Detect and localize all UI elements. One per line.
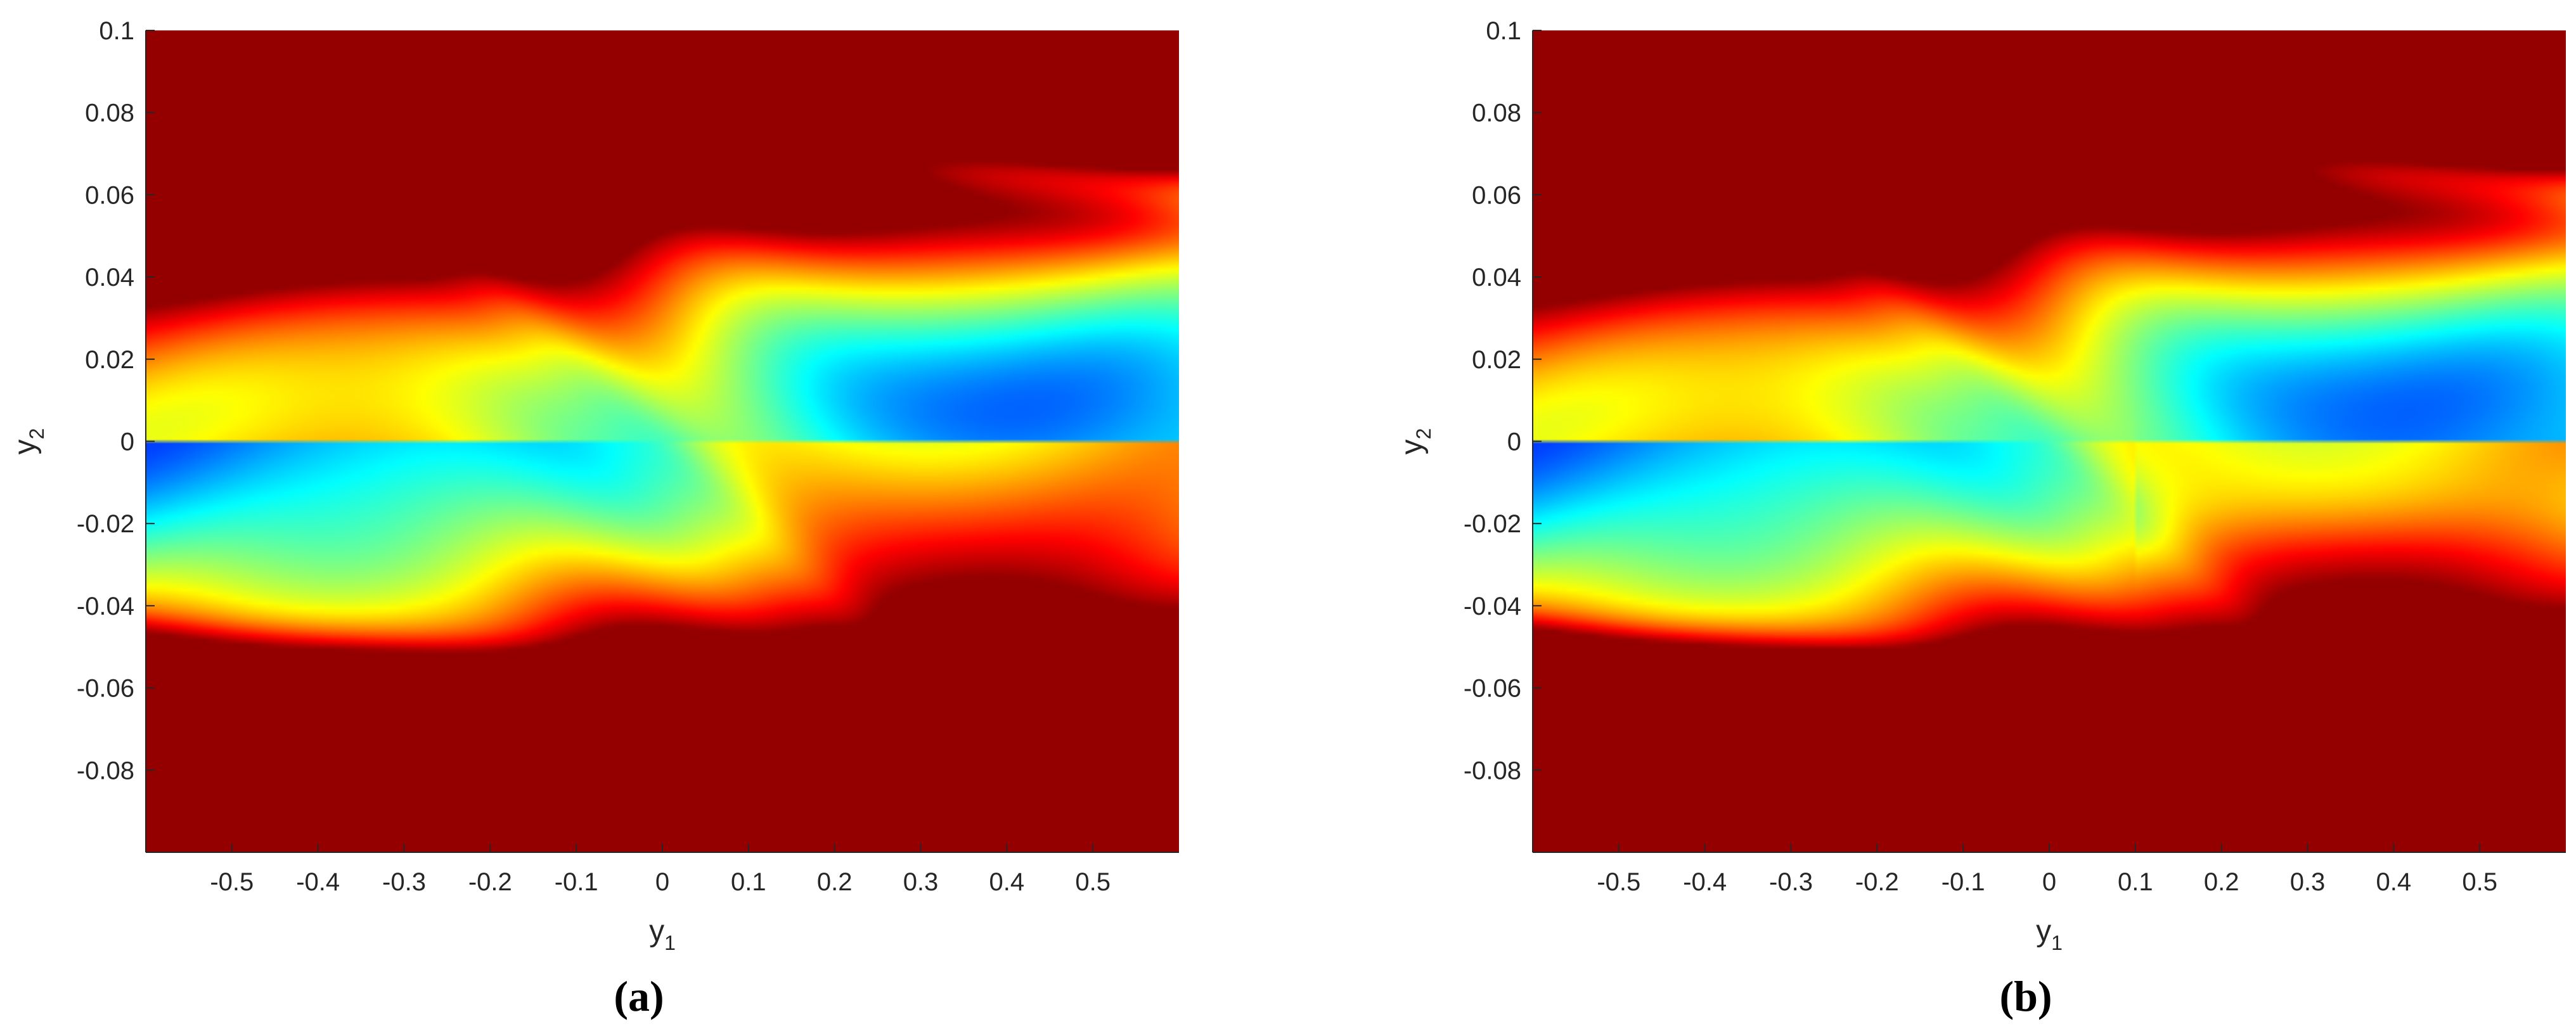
- panel-caption: (a): [614, 972, 664, 1020]
- panel-b: -0.5 -0.4 -0.3 -0.2 -0.1 0 0.1 0.2 0.3 0.4 0.5 0.1 0…: [1395, 17, 2566, 1020]
- x-axis-label: y1: [2036, 914, 2063, 954]
- x-tick-label: 0.3: [903, 868, 939, 896]
- x-tick-label: 0.4: [2376, 868, 2412, 896]
- x-tick-label: 0: [655, 868, 669, 896]
- x-tick-label: 0: [2042, 868, 2056, 896]
- x-tick-label: -0.1: [555, 868, 598, 896]
- y-tick-label: -0.04: [1464, 592, 1521, 620]
- x-axis-label: y1: [649, 914, 676, 954]
- y-tick-label: 0.08: [1472, 99, 1521, 127]
- x-tick-label: -0.4: [1683, 868, 1727, 896]
- y-tick-label: -0.08: [1464, 757, 1521, 784]
- y-axis-label: y2: [1395, 428, 1435, 455]
- x-tick-label: 0.3: [2290, 868, 2326, 896]
- y-tick-label: 0.08: [85, 99, 134, 127]
- y-tick-label: 0.06: [85, 181, 134, 209]
- y-tick-label: -0.08: [77, 757, 134, 784]
- x-tick-label: 0.5: [2462, 868, 2497, 896]
- y-tick-label: 0.04: [85, 264, 134, 291]
- y-tick-label: -0.04: [77, 592, 134, 620]
- y-tick-label: 0.02: [1472, 346, 1521, 374]
- x-tick-label: -0.5: [210, 868, 254, 896]
- y-tick-label: 0.02: [85, 346, 134, 374]
- y-axis-label: y2: [8, 428, 48, 455]
- y-tick-label: -0.02: [77, 510, 134, 538]
- y-tick-label: 0.1: [99, 17, 134, 45]
- y-tick-label: 0.1: [1486, 17, 1521, 45]
- x-tick-label: 0.1: [731, 868, 766, 896]
- x-tick-label: 0.1: [2118, 868, 2153, 896]
- y-tick-label: 0.06: [1472, 181, 1521, 209]
- x-tick-label: 0.5: [1075, 868, 1111, 896]
- y-tick-label: 0: [120, 428, 134, 456]
- x-tick-label: -0.3: [382, 868, 426, 896]
- x-tick-label: -0.2: [468, 868, 512, 896]
- x-tick-label: 0.4: [989, 868, 1025, 896]
- x-tick-label: -0.1: [1942, 868, 1985, 896]
- x-tick-label: 0.2: [2204, 868, 2239, 896]
- x-tick-label: -0.4: [296, 868, 340, 896]
- y-tick-label: -0.06: [77, 675, 134, 703]
- y-tick-label: -0.02: [1464, 510, 1521, 538]
- y-tick-label: 0.04: [1472, 264, 1521, 291]
- x-tick-label: -0.5: [1597, 868, 1640, 896]
- x-tick-label: -0.3: [1769, 868, 1813, 896]
- heatmap-image: [146, 30, 1179, 852]
- x-tick-label: 0.2: [817, 868, 853, 896]
- y-tick-label: 0: [1507, 428, 1521, 456]
- panel-a: -0.5 -0.4 -0.3 -0.2 -0.1 0 0.1 0.2 0.3 0.4 0.5 0.1 0…: [8, 17, 1179, 1020]
- x-tick-label: -0.2: [1855, 868, 1899, 896]
- panel-caption: (b): [1999, 972, 2052, 1020]
- y-tick-label: -0.06: [1464, 675, 1521, 703]
- heatmap-image: [1533, 30, 2566, 852]
